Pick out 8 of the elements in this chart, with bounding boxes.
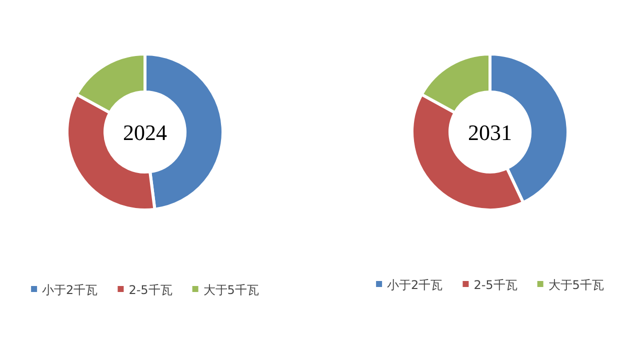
legend-label: 小于2千瓦 bbox=[387, 278, 443, 292]
legend-label: 大于5千瓦 bbox=[548, 278, 604, 292]
text: 2031 bbox=[468, 120, 512, 145]
legend-label: 2-5千瓦 bbox=[128, 283, 172, 297]
text: 2024 bbox=[123, 120, 167, 145]
legend-label: 小于2千瓦 bbox=[42, 283, 98, 297]
legend-label: 大于5千瓦 bbox=[203, 283, 259, 297]
legend-label: 2-5千瓦 bbox=[474, 278, 518, 292]
